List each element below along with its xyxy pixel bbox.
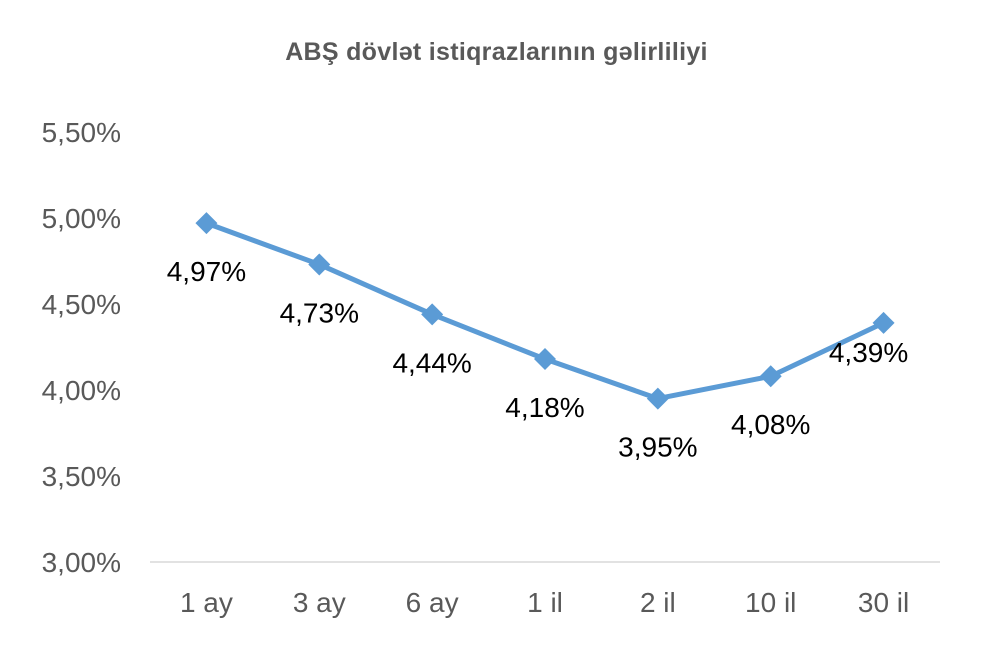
data-point-marker: [195, 212, 218, 235]
data-label: 3,95%: [618, 432, 697, 463]
x-tick-label: 1 il: [527, 587, 563, 618]
y-tick-label: 3,50%: [42, 461, 121, 492]
data-label: 4,97%: [167, 256, 246, 287]
data-label: 4,44%: [392, 347, 471, 378]
y-tick-label: 5,00%: [42, 203, 121, 234]
data-label: 4,08%: [731, 409, 810, 440]
data-point-marker: [421, 303, 444, 326]
data-label: 4,73%: [280, 297, 359, 328]
data-label: 4,39%: [829, 337, 908, 368]
x-tick-label: 3 ay: [293, 587, 346, 618]
x-tick-label: 2 il: [640, 587, 676, 618]
x-tick-label: 1 ay: [180, 587, 233, 618]
y-tick-label: 4,50%: [42, 289, 121, 320]
data-label: 4,18%: [505, 392, 584, 423]
y-tick-label: 3,00%: [42, 547, 121, 578]
data-point-marker: [872, 311, 895, 334]
data-point-marker: [759, 365, 782, 388]
data-point-marker: [534, 348, 556, 371]
x-tick-label: 10 il: [745, 587, 796, 618]
data-point-marker: [646, 387, 669, 410]
data-point-marker: [308, 253, 331, 276]
x-tick-label: 30 il: [858, 587, 909, 618]
x-tick-label: 6 ay: [406, 587, 459, 618]
chart-title: ABŞ dövlət istiqrazlarının gəlirliliyi: [285, 38, 708, 66]
y-tick-label: 4,00%: [42, 375, 121, 406]
y-tick-label: 5,50%: [42, 117, 121, 148]
